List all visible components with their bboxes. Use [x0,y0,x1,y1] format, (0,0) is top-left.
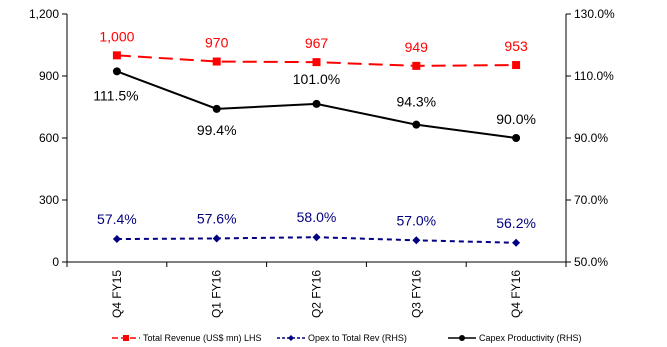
revenue-marker [212,57,221,66]
data-label: 57.4% [97,211,137,227]
data-label: 949 [405,39,429,55]
x-tick-label: Q4 FY16 [509,270,523,318]
data-label: 58.0% [297,209,337,225]
left-tick-label: 600 [39,131,59,145]
data-label: 953 [504,38,528,54]
revenue-marker [512,61,521,70]
legend-label: Total Revenue (US$ mn) LHS [143,333,262,343]
right-tick-label: 50.0% [574,255,608,269]
data-label: 1,000 [99,28,134,44]
x-tick-label: Q1 FY16 [210,270,224,318]
opex-marker [412,236,421,245]
axes: 0 300 600 900 1,200 50.0% 70.0% 90.0% 110.0% 130.… [29,7,615,318]
data-label: 90.0% [496,111,536,127]
right-tick-label: 110.0% [574,69,614,83]
opex-marker [112,235,121,244]
data-labels: 1,000 970 967 949 953 57.4% 57.6% 58.0% 57.0% 56.… [93,28,536,230]
data-label: 970 [205,35,229,51]
legend-marker [288,335,294,341]
right-tick-label: 70.0% [574,193,608,207]
data-label: 94.3% [396,94,436,110]
data-label: 967 [305,35,329,51]
data-label: 57.0% [396,212,436,228]
opex-marker [212,234,221,243]
revenue-marker [412,61,421,70]
legend-marker [123,335,129,341]
capex-marker [512,134,521,142]
left-tick-label: 1,200 [29,7,59,21]
revenue-marker [112,51,121,60]
data-label: 57.6% [197,210,237,226]
data-label: 101.0% [293,71,340,87]
x-tick-label: Q2 FY16 [310,270,324,318]
capex-marker [312,99,321,108]
right-tick-label: 90.0% [574,131,608,145]
data-label: 111.5% [93,87,138,103]
opex-marker [512,238,521,247]
left-tick-label: 900 [39,69,59,83]
opex-marker [312,233,321,242]
capex-marker [412,120,421,129]
capex-marker [212,104,221,113]
data-label: 56.2% [496,215,536,231]
left-tick-label: 300 [39,193,59,207]
legend-label: Opex to Total Rev (RHS) [308,333,407,343]
left-tick-label: 0 [52,255,59,269]
capex-marker [112,67,121,76]
legend-marker [459,335,465,341]
x-tick-label: Q4 FY15 [110,270,124,318]
data-label: 99.4% [197,122,237,138]
legend-label: Capex Productivity (RHS) [479,333,582,343]
revenue-marker [312,58,321,67]
right-tick-label: 130.0% [574,7,615,21]
x-tick-label: Q3 FY16 [409,270,423,318]
series-lines [112,51,521,247]
legend: Total Revenue (US$ mn) LHS Opex to Total … [112,333,582,343]
